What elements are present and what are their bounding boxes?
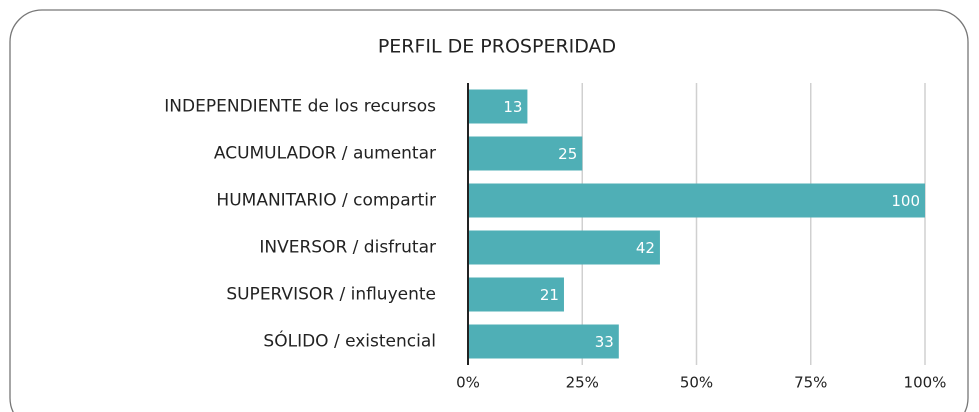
x-tick-label: 25% bbox=[566, 374, 599, 392]
y-tick-label: HUMANITARIO / compartir bbox=[216, 191, 436, 211]
value-label: 25 bbox=[558, 145, 577, 163]
bar bbox=[468, 136, 583, 171]
y-tick-label: INDEPENDIENTE de los recursos bbox=[164, 97, 436, 117]
y-tick-label: ACUMULADOR / aumentar bbox=[214, 144, 436, 164]
y-tick-label: INVERSOR / disfrutar bbox=[259, 238, 436, 258]
bar bbox=[468, 230, 660, 265]
x-tick-label: 75% bbox=[794, 374, 827, 392]
bar bbox=[468, 324, 619, 359]
y-tick-label: SUPERVISOR / influyente bbox=[226, 285, 436, 305]
value-label: 42 bbox=[636, 239, 655, 257]
value-label: 100 bbox=[891, 192, 920, 210]
y-tick-label: SÓLIDO / existencial bbox=[263, 330, 436, 352]
value-label: 21 bbox=[540, 286, 559, 304]
bar bbox=[468, 277, 564, 312]
value-label: 33 bbox=[595, 333, 614, 351]
bar bbox=[468, 183, 925, 218]
x-tick-label: 50% bbox=[680, 374, 713, 392]
chart-title: PERFIL DE PROSPERIDAD bbox=[378, 36, 616, 58]
bar bbox=[468, 89, 528, 124]
value-label: 13 bbox=[503, 98, 522, 116]
x-tick-label: 100% bbox=[904, 374, 947, 392]
x-tick-label: 0% bbox=[456, 374, 480, 392]
